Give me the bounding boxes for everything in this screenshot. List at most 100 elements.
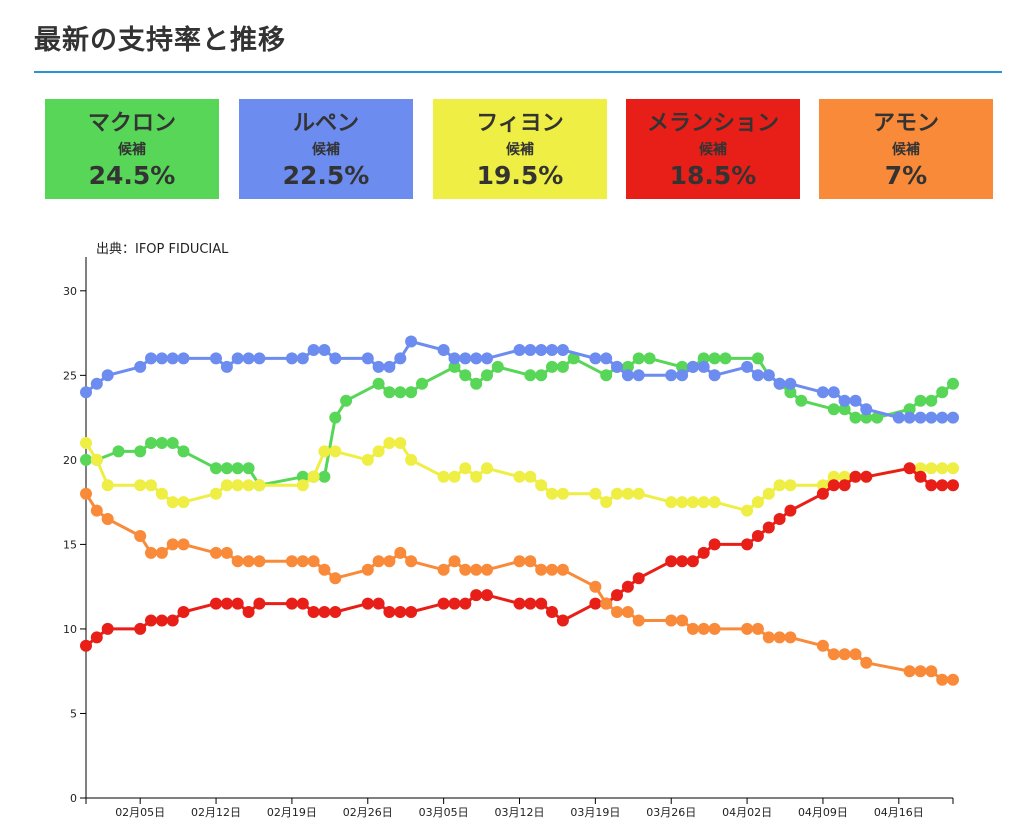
data-point (827, 648, 840, 661)
data-point (437, 344, 450, 356)
data-point (925, 394, 938, 407)
x-tick-label: 03月12日 (495, 806, 545, 819)
data-point (546, 360, 558, 373)
data-point (697, 360, 710, 373)
data-point (361, 453, 374, 466)
data-point (741, 622, 754, 635)
data-point (535, 597, 548, 610)
data-point (394, 386, 407, 399)
data-point (838, 394, 851, 407)
data-point (838, 479, 851, 492)
data-point (632, 614, 645, 627)
x-tick-label: 04月09日 (798, 806, 848, 819)
candidate-card-hamon: アモン 候補 7% (819, 99, 993, 199)
data-point (470, 352, 483, 365)
data-point (784, 504, 797, 517)
data-point (459, 462, 472, 475)
data-point (285, 352, 298, 365)
data-point (676, 369, 689, 382)
data-point (134, 479, 147, 492)
data-point (220, 597, 233, 610)
data-point (383, 437, 396, 449)
data-point (925, 479, 938, 492)
data-point (90, 504, 103, 517)
data-point (708, 352, 721, 365)
data-point (600, 597, 613, 610)
data-point (838, 470, 851, 483)
data-point (773, 479, 786, 492)
data-point (524, 369, 537, 382)
x-tick-label: 02月12日 (191, 806, 241, 819)
data-point (860, 470, 873, 483)
data-point (621, 580, 634, 593)
data-point (751, 622, 764, 635)
candidate-name: マクロン (87, 111, 176, 136)
data-point (849, 394, 862, 407)
data-point (903, 403, 916, 416)
data-point (285, 555, 298, 568)
candidate-role: 候補 (892, 142, 920, 158)
data-point (936, 462, 949, 475)
data-point (947, 673, 959, 686)
candidate-percent: 7% (884, 161, 928, 190)
data-point (80, 437, 92, 449)
candidate-role: 候補 (506, 142, 534, 158)
y-tick-label: 30 (63, 285, 77, 298)
data-point (210, 597, 222, 610)
data-point (513, 555, 526, 568)
data-point (914, 665, 927, 678)
data-point (448, 352, 461, 365)
data-point (155, 352, 168, 365)
x-tick-label: 04月16日 (874, 806, 924, 819)
data-point (470, 470, 483, 483)
data-point (405, 453, 418, 466)
data-point (524, 597, 537, 610)
y-tick-label: 15 (63, 538, 77, 551)
data-point (134, 622, 147, 635)
data-point (535, 479, 548, 492)
data-point (253, 597, 266, 610)
data-point (80, 453, 92, 466)
data-point (405, 335, 418, 348)
data-point (556, 344, 569, 356)
candidate-card-melenchon: メランション 候補 18.5% (626, 99, 800, 199)
data-point (665, 369, 678, 382)
data-point (481, 563, 493, 576)
data-point (903, 665, 916, 678)
data-point (676, 496, 689, 509)
candidate-role: 候補 (312, 142, 340, 158)
data-point (220, 360, 233, 373)
data-point (556, 487, 569, 500)
data-point (600, 352, 613, 365)
data-point (448, 360, 461, 373)
data-point (914, 394, 927, 407)
data-point (784, 377, 797, 390)
candidate-percent: 24.5% (88, 161, 176, 190)
data-point (947, 377, 959, 390)
data-point (697, 546, 710, 559)
data-point (155, 546, 168, 559)
data-point (481, 462, 493, 475)
data-point (459, 563, 472, 576)
data-point (535, 344, 548, 356)
x-axis: 02月05日 02月12日 02月19日 02月26日 03月05日 03月12日 03月1… (85, 797, 954, 819)
data-point (145, 352, 157, 365)
data-point (296, 352, 309, 365)
data-point (101, 622, 114, 635)
candidate-name: メランション (646, 111, 779, 136)
data-point (470, 589, 483, 602)
data-point (903, 411, 916, 424)
data-point (101, 479, 114, 492)
data-point (741, 504, 754, 517)
data-point (383, 360, 396, 373)
data-point (708, 538, 721, 551)
data-point (383, 555, 396, 568)
data-point (177, 538, 190, 551)
data-point (166, 538, 179, 551)
data-point (611, 360, 623, 373)
data-point (361, 597, 374, 610)
data-point (459, 352, 472, 365)
data-point (242, 555, 255, 568)
data-point (318, 445, 331, 458)
data-point (741, 360, 754, 373)
